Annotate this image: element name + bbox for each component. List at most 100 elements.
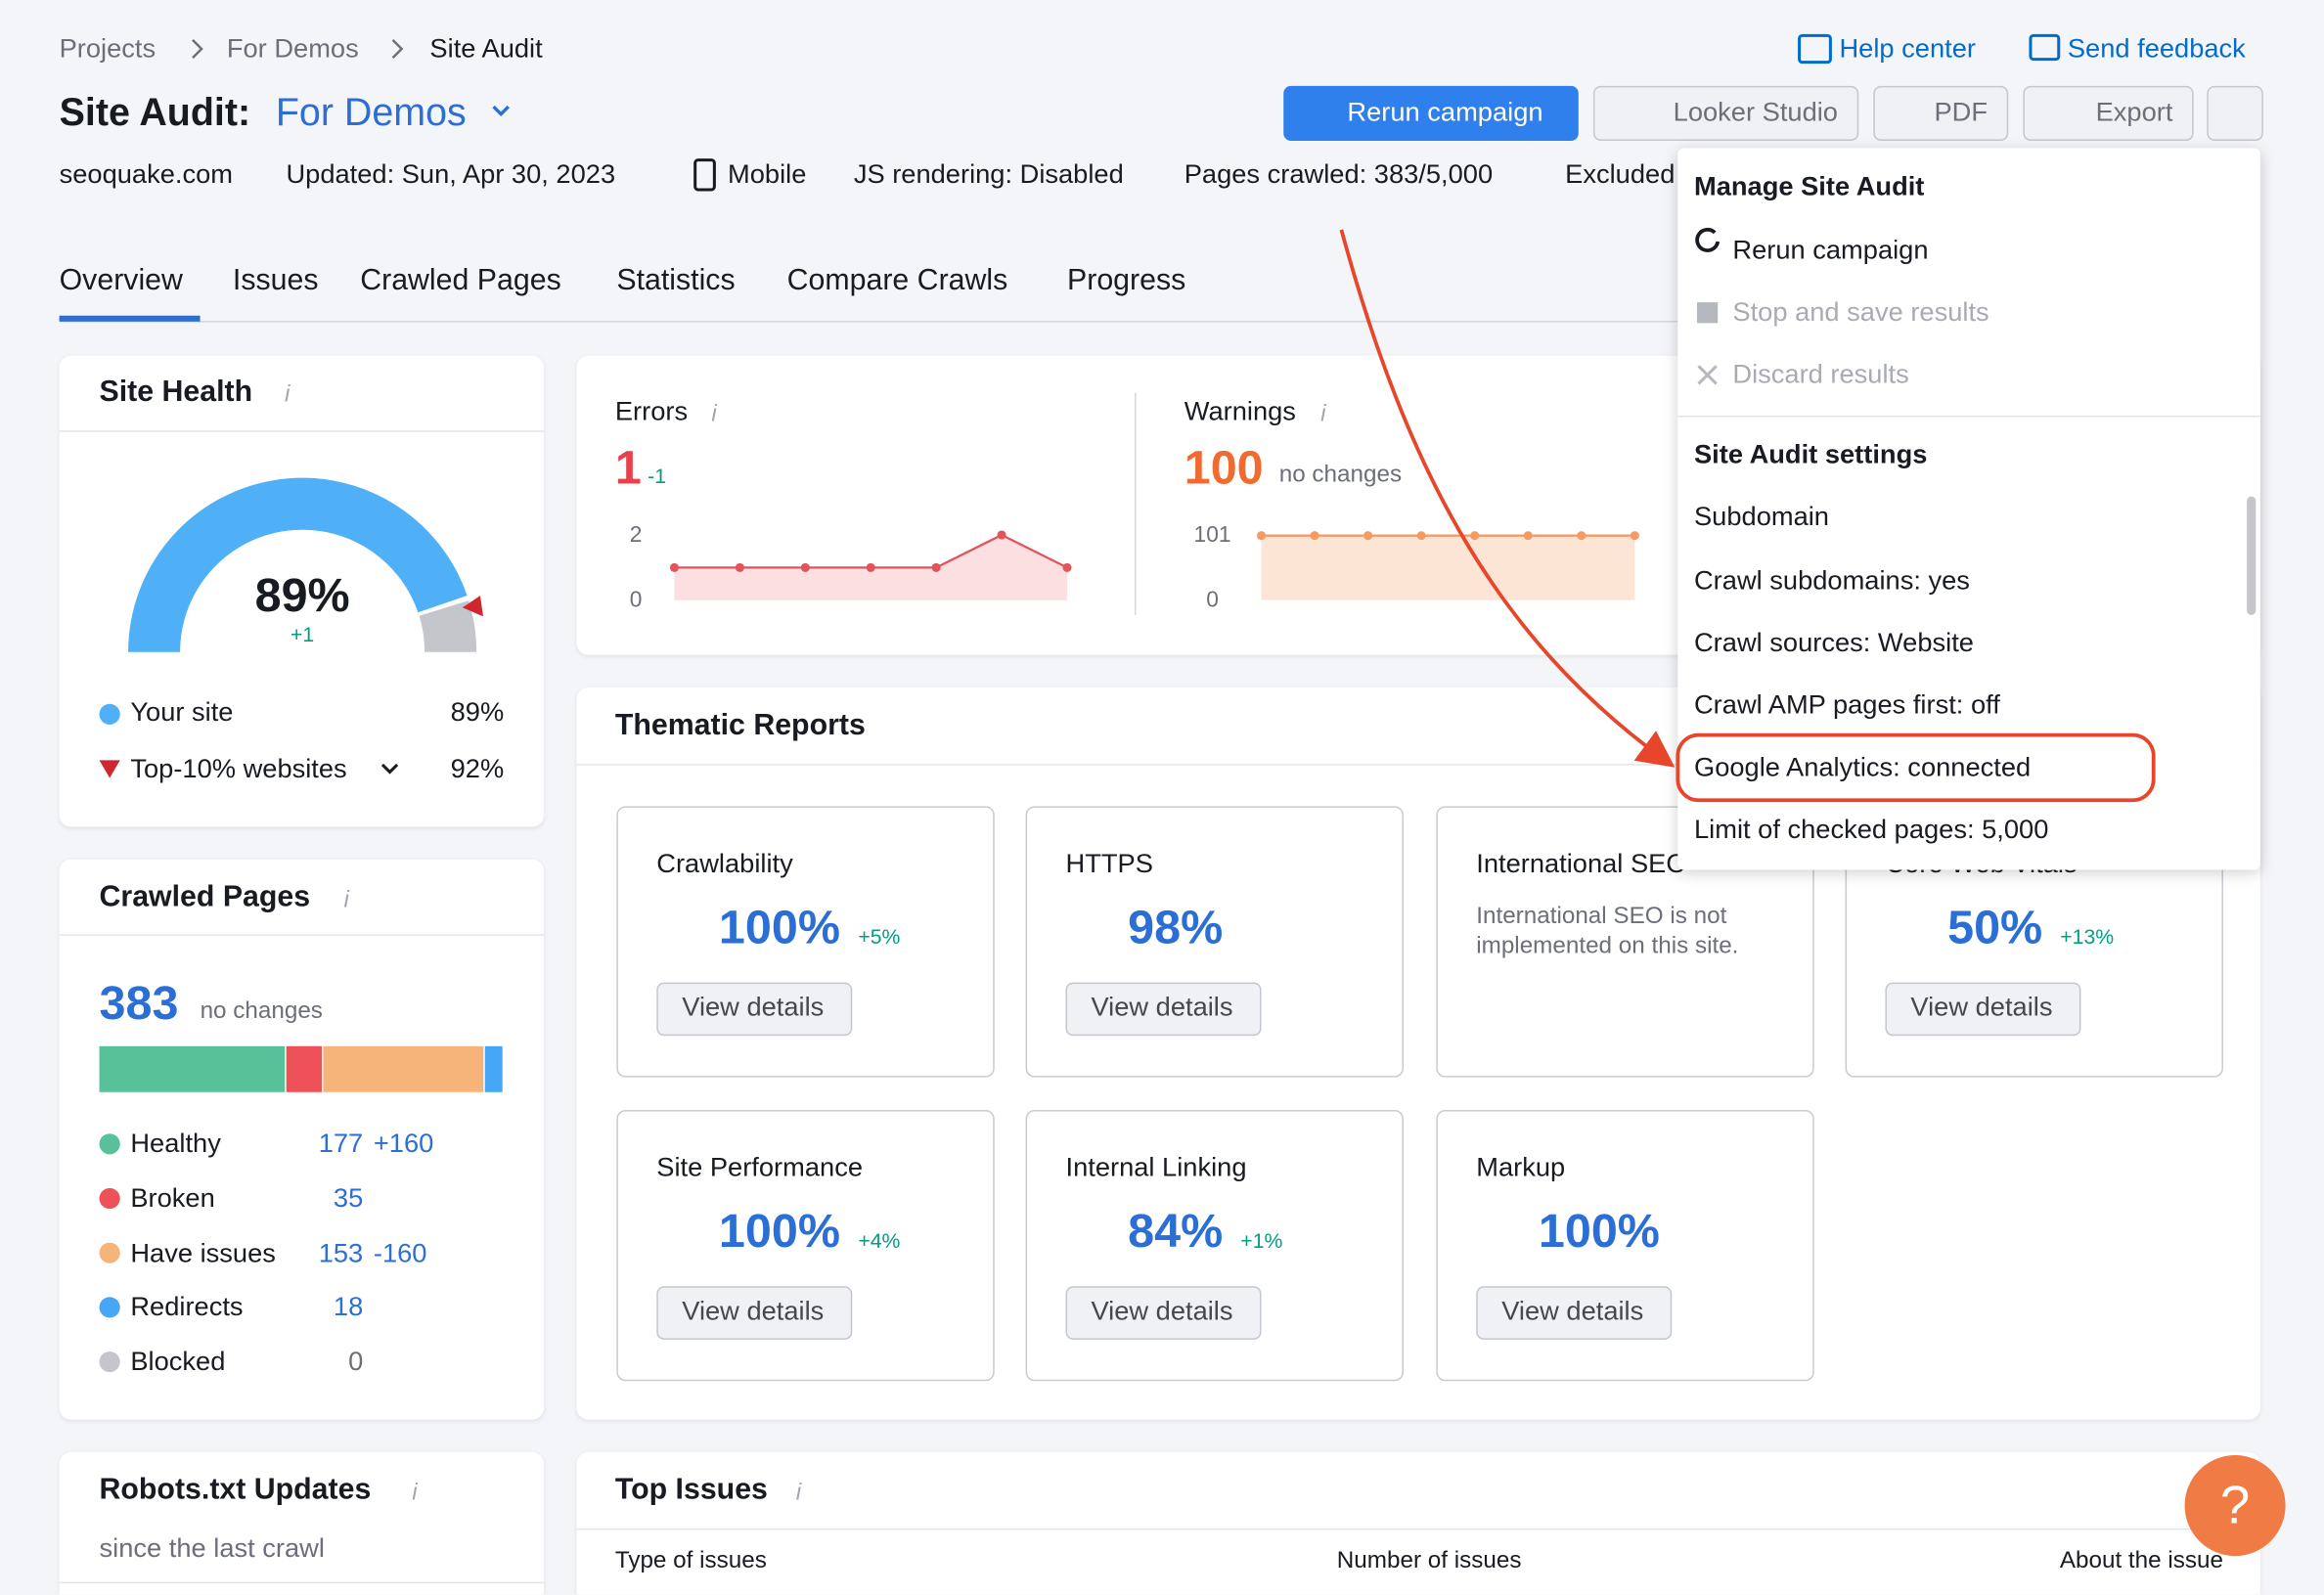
legend-label: Top-10% websites — [130, 753, 347, 783]
report-change: +4% — [858, 1228, 901, 1253]
action-label[interactable]: Looker Studio — [1673, 97, 1838, 127]
top-issues-card — [576, 1451, 2260, 1595]
info-item: Mobile — [728, 158, 807, 190]
view-details-label[interactable]: View details — [682, 992, 825, 1022]
report-value: 100% — [718, 1204, 840, 1258]
menu-item[interactable]: Crawl AMP pages first: off — [1693, 689, 2000, 720]
report-value: 84% — [1128, 1204, 1224, 1258]
view-details-button[interactable] — [1065, 982, 1262, 1037]
crawled-change: no changes — [200, 998, 323, 1025]
view-details-label[interactable]: View details — [1910, 992, 2053, 1022]
tab[interactable]: Compare Crawls — [786, 264, 1008, 297]
menu-section-title: Site Audit settings — [1693, 439, 1928, 469]
metric-label: Warnings — [1184, 396, 1296, 426]
view-details-button[interactable] — [1476, 1286, 1673, 1340]
help-icon — [1798, 33, 1832, 65]
row-label: Have issues — [130, 1237, 276, 1267]
row-value: 18 — [333, 1291, 364, 1322]
gauge-marker — [462, 596, 483, 617]
report-name: Crawlability — [656, 848, 793, 878]
y-tick-label: 101 — [1193, 522, 1231, 548]
feedback-link[interactable]: Send feedback — [2067, 33, 2246, 64]
tab[interactable]: Issues — [232, 264, 319, 297]
help-bubble[interactable] — [2184, 1455, 2286, 1557]
report-note: International SEO is not implemented on … — [1476, 904, 1739, 959]
row-label: Blocked — [130, 1346, 226, 1376]
legend-dot — [99, 1297, 120, 1318]
chevron — [391, 39, 404, 59]
view-details-button[interactable] — [1065, 1286, 1262, 1340]
tab[interactable]: Statistics — [616, 264, 736, 297]
help-bubble-label[interactable]: ? — [2219, 1474, 2251, 1535]
action-button[interactable] — [1873, 85, 2009, 141]
info-icon: i — [412, 1479, 418, 1505]
settings-button[interactable] — [2207, 85, 2263, 141]
tab[interactable]: Progress — [1067, 264, 1186, 297]
row-value: 35 — [333, 1182, 364, 1213]
report-change: +13% — [2060, 924, 2115, 949]
tab[interactable]: Crawled Pages — [360, 264, 561, 297]
legend-value: 89% — [450, 696, 505, 728]
view-details-label[interactable]: View details — [1501, 1296, 1644, 1326]
menu-section-title: Manage Site Audit — [1693, 171, 1925, 201]
chevron — [492, 105, 510, 117]
gauge-rest — [419, 600, 477, 653]
y-tick-label: 0 — [1206, 587, 1219, 613]
view-details-label[interactable]: View details — [682, 1296, 825, 1326]
stop-icon — [1697, 302, 1719, 324]
action-button[interactable] — [1592, 85, 1859, 141]
legend-triangle — [99, 760, 120, 778]
menu-item[interactable]: Crawl subdomains: yes — [1693, 565, 1970, 596]
action-label[interactable]: Export — [2095, 97, 2173, 127]
menu-item: Stop and save results — [1732, 296, 1989, 328]
page-title: Site Audit: — [59, 89, 251, 135]
row-change: -160 — [373, 1237, 427, 1267]
info-item: Excluded — [1565, 158, 1676, 190]
menu-item[interactable]: Crawl sources: Website — [1693, 627, 1974, 658]
discard-icon — [1697, 365, 1718, 385]
view-details-label[interactable]: View details — [1091, 992, 1233, 1022]
row-value: 177 — [318, 1128, 364, 1159]
info-icon: i — [796, 1479, 802, 1505]
warnings-change: no changes — [1278, 462, 1403, 488]
help-link[interactable]: Help center — [1839, 33, 1976, 64]
action-button[interactable] — [1283, 85, 1579, 141]
point — [931, 562, 941, 572]
view-details-button[interactable] — [1885, 982, 2081, 1037]
gauge-site — [128, 477, 468, 653]
report-value: 100% — [718, 900, 840, 954]
view-details-label[interactable]: View details — [1091, 1296, 1233, 1326]
tab[interactable]: Overview — [59, 264, 183, 297]
report-change: +1% — [1240, 1228, 1283, 1253]
info-item: seoquake.com — [59, 158, 234, 190]
action-button[interactable] — [2023, 85, 2194, 141]
breadcrumb: Site Audit — [429, 33, 543, 64]
card-title: Top Issues — [614, 1473, 768, 1507]
breadcrumb[interactable]: Projects — [59, 33, 156, 64]
row-change: +160 — [373, 1128, 434, 1159]
legend-dot — [99, 703, 120, 725]
action-label[interactable]: PDF — [1934, 97, 1989, 127]
view-details-button[interactable] — [656, 982, 853, 1037]
y-tick-label: 0 — [629, 587, 643, 613]
card-title: Site Health — [99, 376, 253, 409]
menu-item[interactable]: Rerun campaign — [1732, 235, 1929, 265]
breadcrumb[interactable]: For Demos — [226, 33, 359, 64]
report-value: 98% — [1128, 900, 1224, 954]
card-title: Thematic Reports — [614, 709, 866, 742]
card-title: Robots.txt Updates — [99, 1473, 372, 1507]
report-name: Site Performance — [656, 1152, 863, 1182]
menu-item[interactable]: Limit of checked pages: 5,000 — [1693, 814, 2049, 844]
legend-dot — [99, 1187, 120, 1210]
point — [1577, 531, 1587, 541]
info-item: Pages crawled: 383/5,000 — [1184, 158, 1494, 190]
view-details-button[interactable] — [656, 1286, 853, 1340]
report-change: +5% — [858, 924, 901, 949]
project-selector[interactable]: For Demos — [275, 89, 467, 135]
point — [1630, 531, 1639, 541]
point — [1310, 531, 1319, 541]
action-label[interactable]: Rerun campaign — [1347, 97, 1543, 127]
health-score: 89% — [254, 568, 350, 622]
menu-item[interactable]: Subdomain — [1693, 501, 1829, 532]
menu-item: Discard results — [1732, 359, 1909, 389]
